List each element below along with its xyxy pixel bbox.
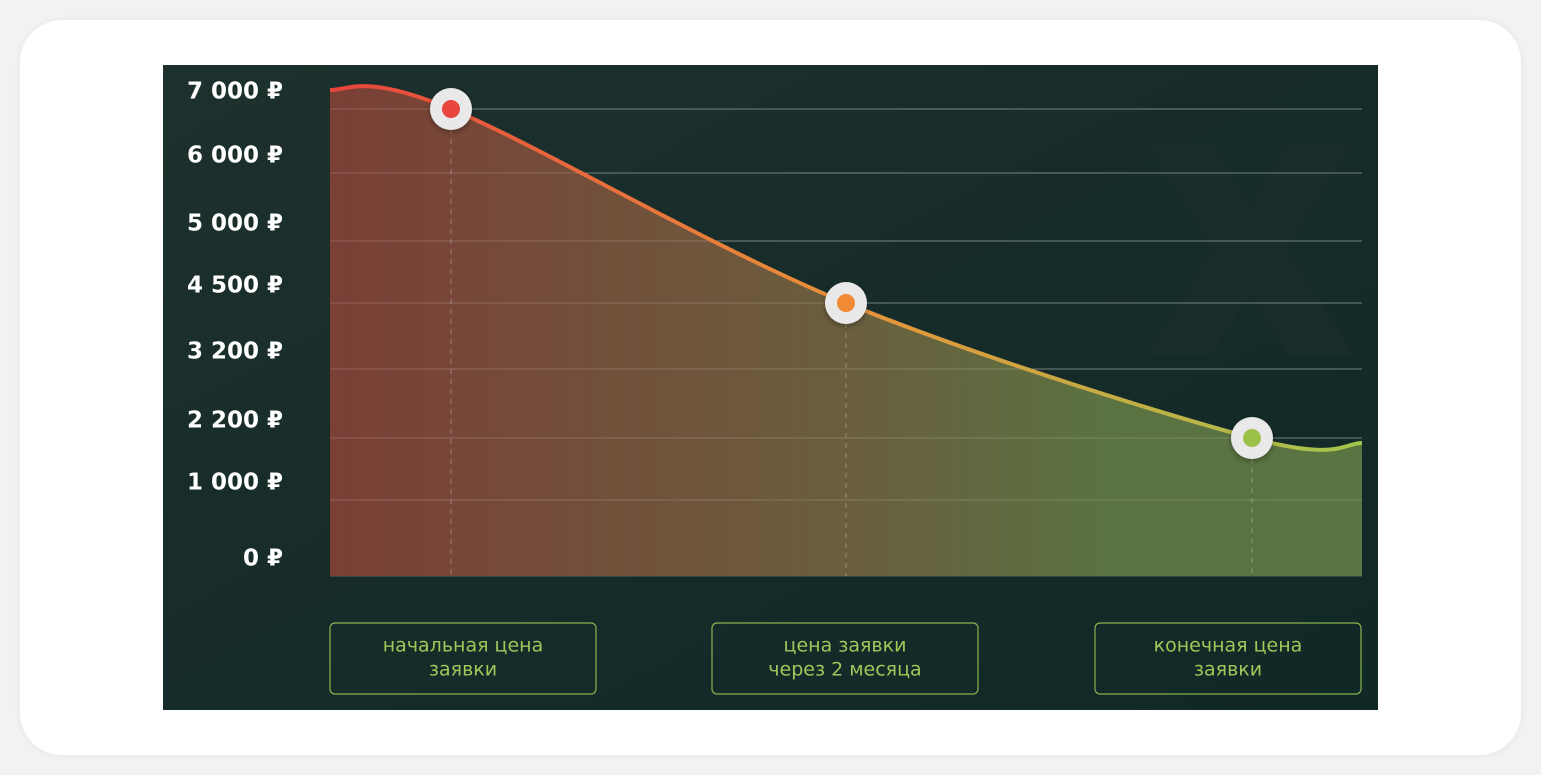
y-tick-label: 2 200 ₽ — [187, 408, 283, 434]
y-tick-label: 5 000 ₽ — [187, 211, 283, 237]
category-label: начальная цена — [383, 635, 544, 657]
category-label: заявки — [429, 659, 497, 681]
y-tick-label: 4 500 ₽ — [187, 273, 283, 299]
category-label: цена заявки — [784, 635, 907, 657]
category-label: конечная цена — [1154, 635, 1303, 657]
category-label: заявки — [1194, 659, 1262, 681]
plot: 7 000 ₽ 6 000 ₽ 5 000 ₽ 4 500 ₽ 3 200 ₽ 2 200… — [187, 79, 1363, 695]
category-box — [329, 622, 597, 695]
watermark — [1145, 145, 1355, 355]
marker — [442, 100, 460, 118]
chart: 7 000 ₽ 6 000 ₽ 5 000 ₽ 4 500 ₽ 3 200 ₽ 2 200… — [163, 65, 1378, 710]
marker — [1243, 429, 1261, 447]
y-tick-label: 6 000 ₽ — [187, 143, 283, 169]
area — [330, 86, 1362, 577]
y-tick-label: 0 ₽ — [243, 546, 283, 572]
y-tick-label: 7 000 ₽ — [187, 79, 283, 105]
category-label: через 2 месяца — [768, 659, 921, 681]
category-box — [711, 622, 979, 695]
category-box — [1094, 622, 1362, 695]
marker — [837, 294, 855, 312]
y-tick-label: 3 200 ₽ — [187, 339, 283, 365]
y-tick-label: 1 000 ₽ — [187, 470, 283, 496]
